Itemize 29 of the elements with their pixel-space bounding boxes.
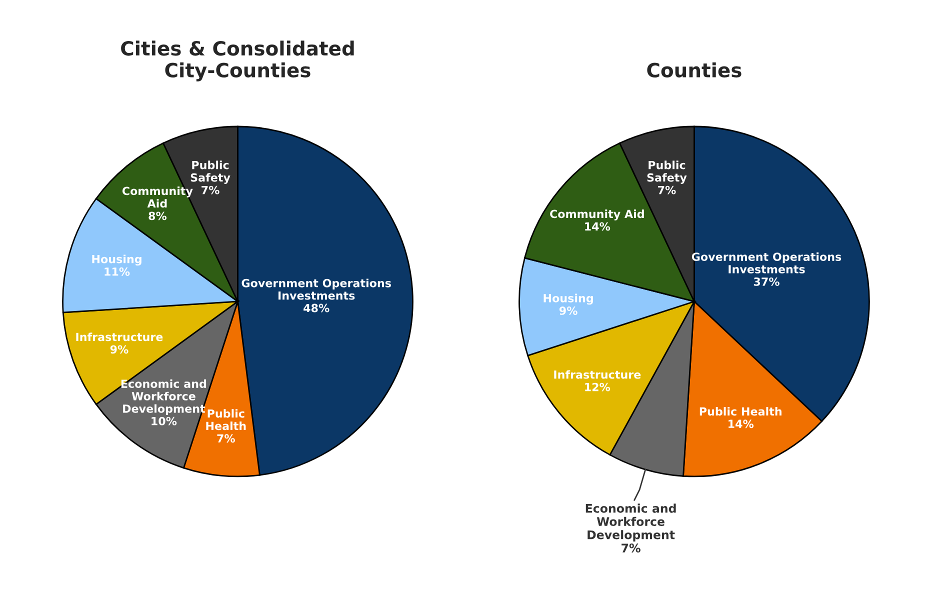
slice-label: Public Safety <box>190 160 230 184</box>
slice-label: Housing <box>92 254 142 266</box>
slice-label: Housing <box>544 294 593 305</box>
chart-title: Counties <box>647 62 742 78</box>
data-label: 9% <box>559 306 578 315</box>
data-label: 14% <box>728 420 754 428</box>
slice-label: Public Safety <box>647 160 687 184</box>
data-label: 7% <box>622 544 640 552</box>
data-label: 37% <box>754 277 780 286</box>
slice-label: Infrastructure <box>76 332 163 342</box>
slice-label: Public Health <box>700 407 782 416</box>
data-label: 12% <box>585 382 610 392</box>
data-label: 8% <box>148 212 167 220</box>
slice-label: Community Aid <box>550 210 644 220</box>
data-label: 7% <box>217 434 235 443</box>
data-label: 10% <box>152 416 177 426</box>
chart-title: Cities & Consolidated City-Counties <box>121 40 354 82</box>
slice-label: Infrastructure <box>554 370 641 379</box>
data-label: 7% <box>658 186 676 194</box>
slice-label: Public Health <box>206 409 246 430</box>
data-label: 14% <box>585 222 610 231</box>
data-label: 9% <box>110 345 128 354</box>
data-label: 11% <box>104 267 130 276</box>
data-label: 7% <box>202 186 220 194</box>
data-label: 48% <box>304 304 330 312</box>
slice-label: Economic and Workforce Development <box>586 504 676 542</box>
slice-label: Government Operations Investments <box>692 252 842 274</box>
slice-label: Government Operations Investments <box>242 278 391 300</box>
slice-label: Community Aid <box>122 186 193 208</box>
